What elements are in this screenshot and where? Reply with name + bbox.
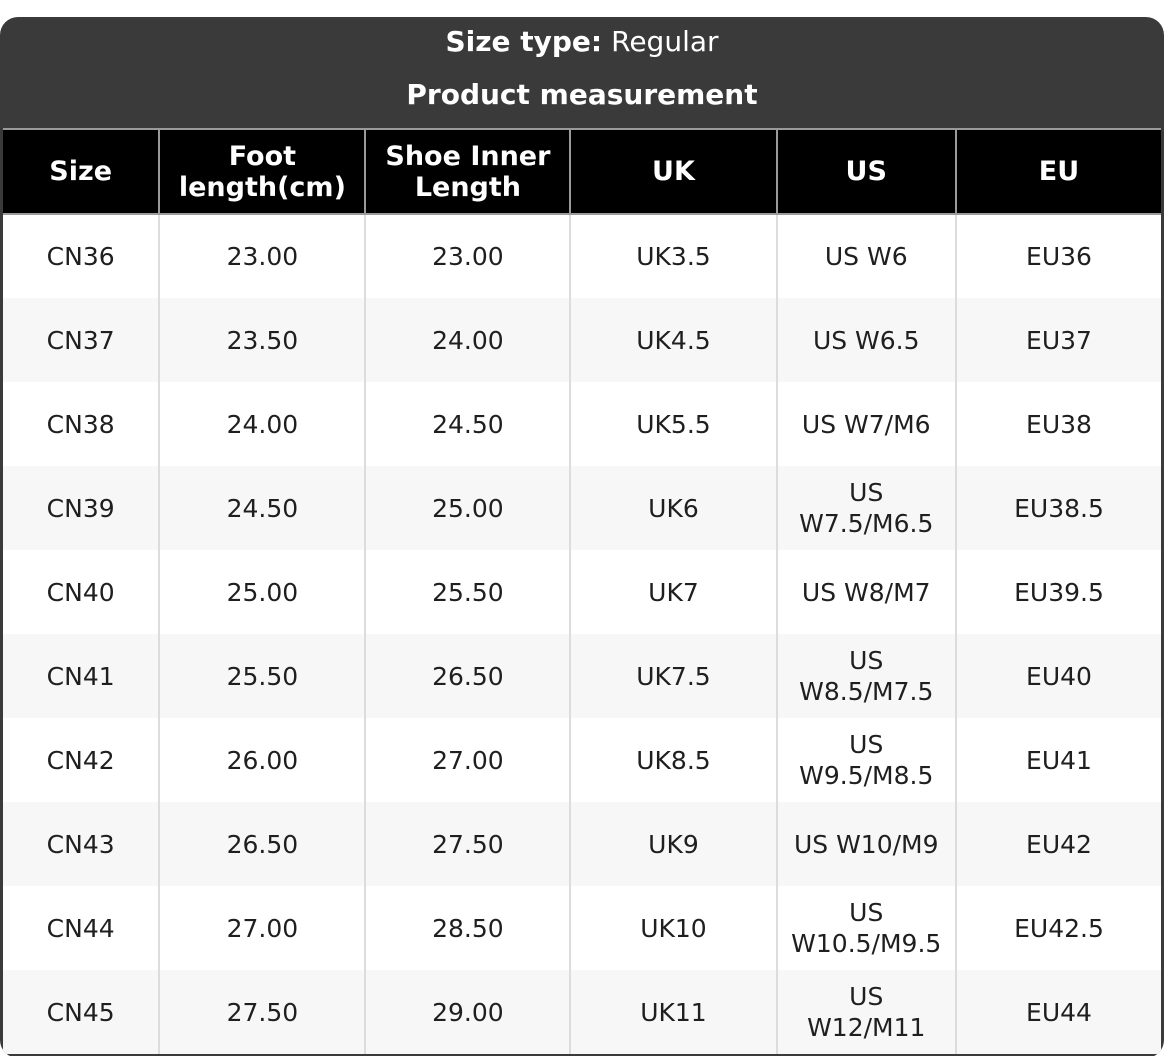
table-cell-uk: UK10 xyxy=(569,886,777,970)
table-cell-foot_length_cm: 26.00 xyxy=(158,718,366,802)
table-cell-eu: EU42 xyxy=(954,802,1161,886)
table-cell-uk: UK7.5 xyxy=(569,634,777,718)
table-row: CN42 26.00 27.00 UK8.5 US W9.5/M8.5 EU41 xyxy=(3,718,1161,802)
column-header-us: US xyxy=(775,128,956,215)
table-cell-eu: EU40 xyxy=(954,634,1161,718)
table-cell-shoe_inner_length: 25.00 xyxy=(364,466,571,550)
table-body: CN36 23.00 23.00 UK3.5 US W6 EU36 CN37 23.50 24.… xyxy=(3,214,1161,1054)
table-cell-foot_length_cm: 23.00 xyxy=(158,214,366,298)
table-cell-foot_length_cm: 23.50 xyxy=(158,298,366,382)
table-cell-shoe_inner_length: 27.00 xyxy=(364,718,571,802)
table-cell-shoe_inner_length: 28.50 xyxy=(364,886,571,970)
table-row: CN40 25.00 25.50 UK7 US W8/M7 EU39.5 xyxy=(3,550,1161,634)
table-cell-size: CN39 xyxy=(3,466,160,550)
table-cell-size: CN36 xyxy=(3,214,160,298)
column-header-foot_length_cm: Foot length(cm) xyxy=(158,128,366,215)
table-cell-eu: EU36 xyxy=(954,214,1161,298)
table-cell-uk: UK11 xyxy=(569,970,777,1054)
size-chart-panel: Size type: Regular Product measurement Si… xyxy=(0,17,1164,1056)
table-cell-foot_length_cm: 27.00 xyxy=(158,886,366,970)
table-row: CN44 27.00 28.50 UK10 US W10.5/M9.5 EU42.5 xyxy=(3,886,1161,970)
size-type-line: Size type: Regular xyxy=(3,26,1161,58)
table-cell-foot_length_cm: 24.00 xyxy=(158,382,366,466)
table-cell-foot_length_cm: 25.00 xyxy=(158,550,366,634)
table-cell-shoe_inner_length: 29.00 xyxy=(364,970,571,1054)
table-cell-eu: EU42.5 xyxy=(954,886,1161,970)
table-cell-uk: UK4.5 xyxy=(569,298,777,382)
table-cell-shoe_inner_length: 27.50 xyxy=(364,802,571,886)
table-cell-eu: EU44 xyxy=(954,970,1161,1054)
table-cell-uk: UK6 xyxy=(569,466,777,550)
table-cell-size: CN43 xyxy=(3,802,160,886)
table-cell-us: US W10.5/M9.5 xyxy=(775,886,956,970)
table-cell-foot_length_cm: 26.50 xyxy=(158,802,366,886)
table-cell-size: CN37 xyxy=(3,298,160,382)
table-cell-eu: EU37 xyxy=(954,298,1161,382)
size-type-value: Regular xyxy=(611,25,719,58)
table-row: CN45 27.50 29.00 UK11 US W12/M11 EU44 xyxy=(3,970,1161,1054)
table-cell-shoe_inner_length: 26.50 xyxy=(364,634,571,718)
table-cell-us: US W9.5/M8.5 xyxy=(775,718,956,802)
table-cell-uk: UK3.5 xyxy=(569,214,777,298)
table-cell-uk: UK8.5 xyxy=(569,718,777,802)
header-row: Size Foot length(cm) Shoe Inner Length UK US… xyxy=(3,128,1161,215)
table-cell-us: US W12/M11 xyxy=(775,970,956,1054)
product-measurement-title: Product measurement xyxy=(406,78,758,111)
table-row: CN36 23.00 23.00 UK3.5 US W6 EU36 xyxy=(3,214,1161,298)
table-cell-size: CN44 xyxy=(3,886,160,970)
table-cell-us: US W6 xyxy=(775,214,956,298)
table-cell-shoe_inner_length: 25.50 xyxy=(364,550,571,634)
table-cell-uk: UK5.5 xyxy=(569,382,777,466)
table-cell-shoe_inner_length: 24.00 xyxy=(364,298,571,382)
table-cell-us: US W7.5/M6.5 xyxy=(775,466,956,550)
table-cell-us: US W8/M7 xyxy=(775,550,956,634)
table-cell-us: US W7/M6 xyxy=(775,382,956,466)
table-cell-foot_length_cm: 27.50 xyxy=(158,970,366,1054)
table-cell-us: US W10/M9 xyxy=(775,802,956,886)
table-cell-shoe_inner_length: 23.00 xyxy=(364,214,571,298)
table-cell-us: US W6.5 xyxy=(775,298,956,382)
table-cell-size: CN40 xyxy=(3,550,160,634)
table-cell-eu: EU41 xyxy=(954,718,1161,802)
table-cell-uk: UK9 xyxy=(569,802,777,886)
table-cell-eu: EU39.5 xyxy=(954,550,1161,634)
table-row: CN41 25.50 26.50 UK7.5 US W8.5/M7.5 EU40 xyxy=(3,634,1161,718)
size-chart-table: Size Foot length(cm) Shoe Inner Length UK US… xyxy=(3,128,1161,1054)
table-cell-uk: UK7 xyxy=(569,550,777,634)
table-cell-shoe_inner_length: 24.50 xyxy=(364,382,571,466)
table-cell-foot_length_cm: 25.50 xyxy=(158,634,366,718)
table-cell-size: CN41 xyxy=(3,634,160,718)
table-row: CN37 23.50 24.00 UK4.5 US W6.5 EU37 xyxy=(3,298,1161,382)
table-row: CN43 26.50 27.50 UK9 US W10/M9 EU42 xyxy=(3,802,1161,886)
size-type-label: Size type: xyxy=(445,25,603,58)
table-cell-size: CN38 xyxy=(3,382,160,466)
table-head: Size Foot length(cm) Shoe Inner Length UK US… xyxy=(3,128,1161,215)
table-cell-size: CN42 xyxy=(3,718,160,802)
table-row: CN39 24.50 25.00 UK6 US W7.5/M6.5 EU38.5 xyxy=(3,466,1161,550)
table-cell-us: US W8.5/M7.5 xyxy=(775,634,956,718)
table-cell-eu: EU38.5 xyxy=(954,466,1161,550)
column-header-eu: EU xyxy=(954,128,1161,215)
table-cell-size: CN45 xyxy=(3,970,160,1054)
column-header-shoe_inner_length: Shoe Inner Length xyxy=(364,128,571,215)
table-row: CN38 24.00 24.50 UK5.5 US W7/M6 EU38 xyxy=(3,382,1161,466)
panel-titles: Size type: Regular Product measurement xyxy=(3,17,1161,128)
table-cell-foot_length_cm: 24.50 xyxy=(158,466,366,550)
table-cell-eu: EU38 xyxy=(954,382,1161,466)
column-header-size: Size xyxy=(3,128,160,215)
column-header-uk: UK xyxy=(569,128,777,215)
